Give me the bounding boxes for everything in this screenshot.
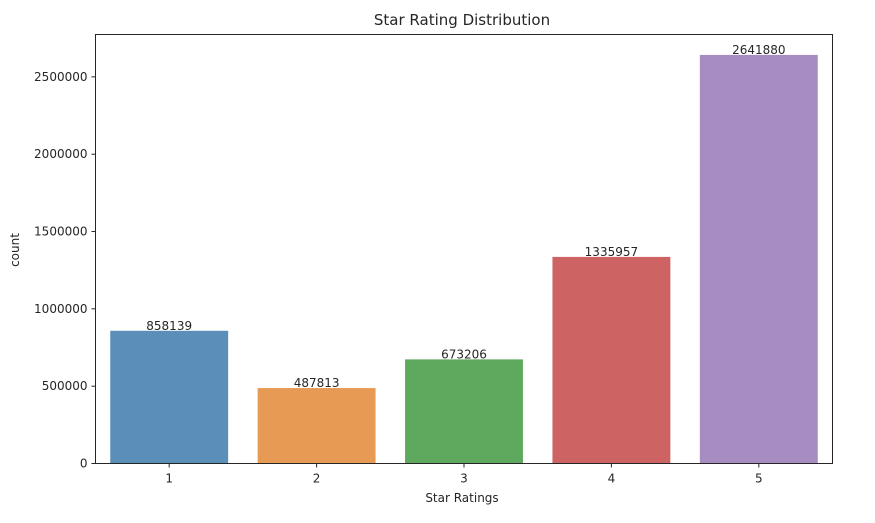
chart-title: Star Rating Distribution — [374, 11, 550, 29]
y-axis-ticks: 0 500000 1000000 1500000 2000000 2500000 — [34, 70, 96, 471]
data-label-rating-5: 2641880 — [732, 43, 785, 57]
data-label-rating-2: 487813 — [294, 376, 340, 390]
y-tick-label: 500000 — [42, 379, 88, 393]
x-tick-label: 4 — [608, 472, 616, 486]
bar-rating-1 — [110, 330, 229, 464]
data-label-rating-3: 673206 — [441, 347, 487, 361]
x-tick-label: 1 — [165, 472, 173, 486]
bar-rating-4 — [552, 256, 671, 464]
x-axis-label: Star Ratings — [425, 491, 498, 505]
y-axis-label: count — [8, 233, 22, 267]
y-tick-label: 2000000 — [34, 147, 87, 161]
data-label-rating-1: 858139 — [146, 319, 192, 333]
axes-frame — [95, 34, 833, 464]
y-tick-label: 0 — [80, 457, 88, 471]
bar-rating-3 — [405, 359, 523, 464]
y-tick-label: 2500000 — [34, 70, 87, 84]
x-tick-label: 3 — [460, 472, 468, 486]
x-tick-label: 2 — [313, 472, 321, 486]
y-tick-label: 1500000 — [34, 225, 87, 239]
data-label-rating-4: 1335957 — [585, 245, 638, 259]
y-tick-label: 1000000 — [34, 302, 87, 316]
x-tick-label: 5 — [755, 472, 763, 486]
bars-group — [110, 54, 818, 464]
bar-rating-2 — [257, 388, 376, 464]
data-labels-group: 858139 487813 673206 1335957 2641880 — [146, 43, 785, 390]
bar-rating-5 — [699, 54, 818, 464]
x-axis-ticks: 1 2 3 4 5 — [165, 463, 763, 486]
